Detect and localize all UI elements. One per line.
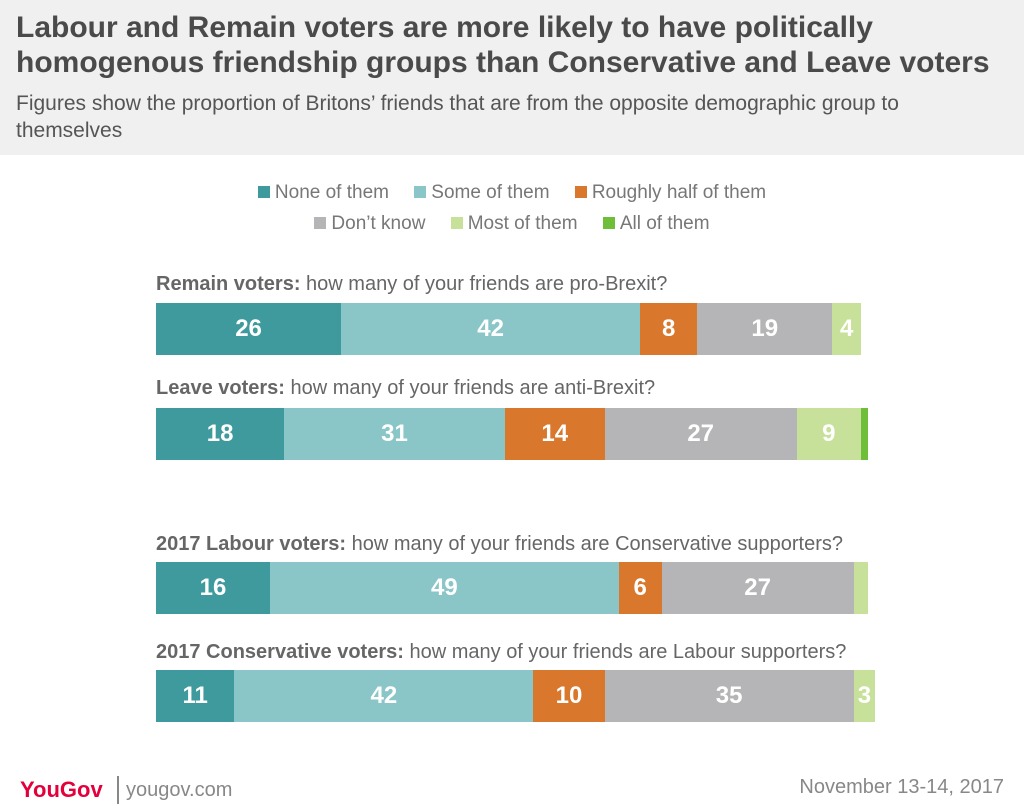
legend-label-dont-know: Don’t know xyxy=(331,213,426,234)
bar-segment-some: 31 xyxy=(284,408,505,460)
bar-labour-voters: 16 49 6 27 xyxy=(156,562,868,614)
question-remain-text: how many of your friends are pro-Brexit? xyxy=(300,273,668,295)
bar-value-label: 27 xyxy=(744,574,771,601)
bar-segment-dont-know: 19 xyxy=(697,303,833,355)
legend-label-none: None of them xyxy=(274,182,389,203)
bar-value-label: 26 xyxy=(235,315,262,342)
legend-item-dont-know: Don’t know xyxy=(314,213,425,235)
bar-value-label: 8 xyxy=(661,315,676,342)
legend-label-most: Most of them xyxy=(467,213,578,234)
legend-label-half: Roughly half of them xyxy=(591,182,767,203)
legend-item-half: Roughly half of them xyxy=(574,182,767,204)
bar-value-label: 19 xyxy=(751,315,779,342)
legend-label-all: All of them xyxy=(619,213,710,234)
bar-value-label: 49 xyxy=(430,574,458,601)
bar-value-label: 27 xyxy=(687,420,715,447)
question-labour: 2017 Labour voters: how many of your fri… xyxy=(156,533,843,556)
footer-divider xyxy=(117,776,119,804)
legend-swatch-none xyxy=(257,186,270,198)
question-leave-text: how many of your friends are anti-Brexit… xyxy=(284,377,656,399)
legend-swatch-dont-know xyxy=(314,217,327,229)
bar-remain-voters: 26 42 8 19 4 xyxy=(156,303,868,355)
bar-value-label: 11 xyxy=(182,682,208,709)
bar-conservative-voters: 11 42 10 35 3 xyxy=(156,670,876,722)
bar-value-label: 3 xyxy=(857,682,872,709)
question-conservative-group: 2017 Conservative voters: xyxy=(156,641,404,663)
bar-segment-all xyxy=(860,408,868,460)
bar-value-label: 42 xyxy=(370,682,398,709)
bar-segment-some: 42 xyxy=(234,670,534,722)
bar-segment-half: 14 xyxy=(504,408,605,460)
legend-swatch-half xyxy=(574,186,587,198)
bar-segment-most: 3 xyxy=(853,670,876,722)
question-leave-group: Leave voters: xyxy=(156,377,285,399)
question-remain: Remain voters: how many of your friends … xyxy=(156,273,667,296)
bar-value-label: 10 xyxy=(555,682,583,709)
legend-swatch-some xyxy=(414,186,427,198)
bar-value-label: 4 xyxy=(839,315,854,342)
bar-segment-none: 26 xyxy=(156,303,342,355)
question-leave: Leave voters: how many of your friends a… xyxy=(156,377,655,400)
footer-date: November 13-14, 2017 xyxy=(799,776,1004,798)
bar-segment-dont-know: 35 xyxy=(604,670,854,722)
bar-segment-most xyxy=(853,562,868,614)
legend-swatch-all xyxy=(602,217,615,229)
question-remain-group: Remain voters: xyxy=(156,273,301,295)
legend-item-none: None of them xyxy=(257,182,389,204)
bar-segment-some: 49 xyxy=(269,562,619,614)
chart-title: Labour and Remain voters are more likely… xyxy=(16,11,990,79)
bar-segment-dont-know: 27 xyxy=(661,562,854,614)
legend-label-some: Some of them xyxy=(431,182,550,203)
header-banner: Labour and Remain voters are more likely… xyxy=(0,0,1024,155)
bar-segment-dont-know: 27 xyxy=(604,408,797,460)
bar-value-label: 42 xyxy=(477,315,504,342)
footer-site[interactable]: yougov.com xyxy=(126,779,233,801)
legend-item-most: Most of them xyxy=(450,213,578,235)
question-conservative-text: how many of your friends are Labour supp… xyxy=(403,641,847,663)
bar-segment-none: 16 xyxy=(156,562,270,614)
bar-value-label: 35 xyxy=(715,682,743,709)
legend-row-1: None of them Some of them Roughly half o… xyxy=(0,182,1024,204)
question-labour-group: 2017 Labour voters: xyxy=(156,533,347,555)
bar-value-label: 14 xyxy=(541,420,569,447)
bar-segment-some: 42 xyxy=(341,303,641,355)
chart-subtitle: Figures show the proportion of Britons’ … xyxy=(16,92,899,142)
bar-segment-most: 4 xyxy=(832,303,861,355)
bar-segment-half: 8 xyxy=(640,303,698,355)
legend-swatch-most xyxy=(450,217,463,229)
bar-value-label: 18 xyxy=(206,420,234,447)
bar-segment-half: 10 xyxy=(533,670,605,722)
bar-value-label: 6 xyxy=(633,574,647,601)
yougov-logo: YouGov xyxy=(20,777,103,802)
bar-segment-none: 11 xyxy=(156,670,235,722)
bar-segment-none: 18 xyxy=(156,408,285,460)
legend-item-all: All of them xyxy=(602,213,710,235)
question-labour-text: how many of your friends are Conservativ… xyxy=(346,533,843,555)
question-conservative: 2017 Conservative voters: how many of yo… xyxy=(156,641,846,664)
bar-value-label: 31 xyxy=(381,420,408,447)
legend-item-some: Some of them xyxy=(414,182,550,204)
bar-leave-voters: 18 31 14 27 9 xyxy=(156,408,868,460)
bar-value-label: 16 xyxy=(199,574,227,601)
legend-row-2: Don’t know Most of them All of them xyxy=(0,213,1024,235)
bar-segment-half: 6 xyxy=(618,562,662,614)
bar-segment-most: 9 xyxy=(796,408,861,460)
bar-value-label: 9 xyxy=(822,420,836,447)
